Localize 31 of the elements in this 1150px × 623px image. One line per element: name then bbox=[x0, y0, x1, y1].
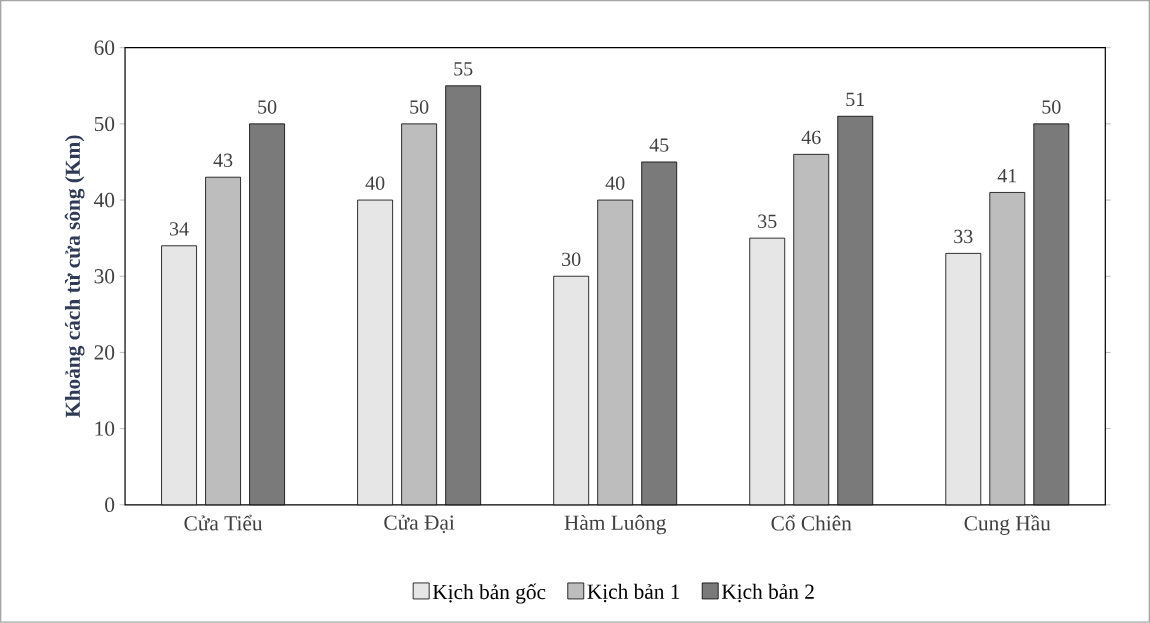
data-label: 34 bbox=[170, 222, 189, 236]
y-tick-label: 30 bbox=[94, 269, 115, 284]
data-label: 41 bbox=[997, 169, 1017, 183]
data-label: 40 bbox=[605, 176, 625, 190]
x-tick-label: Cửa Tiểu bbox=[184, 514, 263, 531]
data-label: 50 bbox=[410, 100, 429, 114]
x-tick-label: Cung Hầu bbox=[964, 514, 1051, 535]
y-tick-label: 20 bbox=[94, 345, 115, 360]
data-label: 50 bbox=[1042, 100, 1061, 114]
y-tick-label: 50 bbox=[94, 116, 115, 132]
data-label: 35 bbox=[758, 214, 777, 229]
y-tick-label: 40 bbox=[94, 192, 115, 208]
x-tick-label: Cổ Chiên bbox=[771, 514, 852, 531]
legend-label: Kịch bản gốc bbox=[432, 583, 546, 604]
data-label: 43 bbox=[213, 153, 233, 168]
legend-label: Kịch bản 2 bbox=[721, 583, 814, 603]
x-tick-label: Cửa Đại bbox=[384, 514, 455, 534]
legend-label: Kịch bản 1 bbox=[587, 583, 680, 603]
y-axis-title: Khoảng cách từ cửa sông (Km) bbox=[64, 135, 85, 418]
data-label: 51 bbox=[846, 92, 865, 107]
data-label: 46 bbox=[801, 130, 821, 145]
y-tick-label: 10 bbox=[95, 421, 115, 436]
y-tick-label: 0 bbox=[105, 497, 115, 513]
x-tick-label: Hàm Luông bbox=[564, 514, 667, 535]
y-tick-label: 60 bbox=[94, 40, 115, 55]
data-label: 40 bbox=[365, 176, 385, 190]
data-label: 55 bbox=[454, 62, 473, 76]
data-label: 30 bbox=[562, 252, 581, 267]
data-label: 45 bbox=[649, 138, 669, 152]
data-label: 33 bbox=[954, 229, 973, 244]
data-label: 50 bbox=[258, 100, 277, 114]
